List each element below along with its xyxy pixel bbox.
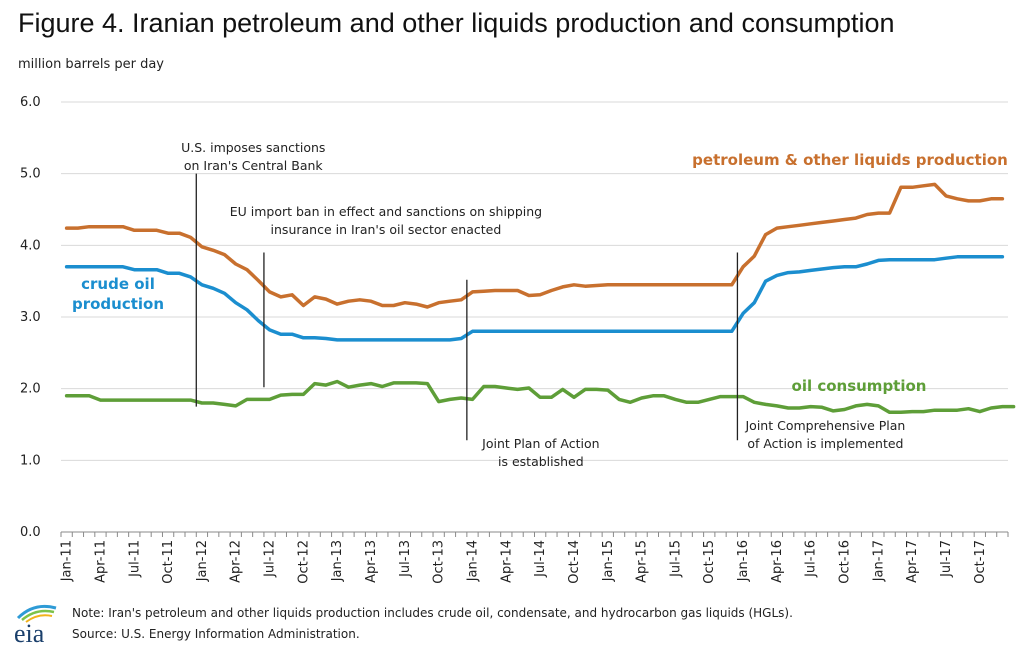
series-line bbox=[64, 255, 1005, 342]
chart-source: Source: U.S. Energy Information Administ… bbox=[72, 627, 360, 641]
series-line bbox=[64, 379, 1016, 415]
series-label: oil consumption bbox=[792, 377, 927, 395]
gridlines bbox=[61, 101, 1008, 461]
annotation-text: on Iran's Central Bank bbox=[184, 158, 324, 173]
x-tick-label: Jul-14 bbox=[533, 540, 548, 578]
x-tick-label: Jan-14 bbox=[465, 540, 480, 582]
y-axis-units-label: million barrels per day bbox=[18, 57, 164, 72]
x-tick-label: Oct-11 bbox=[161, 540, 176, 584]
annotation-text: Joint Comprehensive Plan bbox=[745, 418, 906, 433]
x-tick-label: Jul-17 bbox=[939, 540, 954, 578]
x-tick-label: Apr-14 bbox=[499, 540, 514, 583]
chart-title: Figure 4. Iranian petroleum and other li… bbox=[18, 8, 895, 38]
y-tick-label: 0.0 bbox=[20, 525, 41, 540]
axes: 0.0 1.0 2.0 3.0 4.0 5.0 6.0 Jan-11 Apr-11 Jul-11 O… bbox=[20, 95, 1009, 584]
annotation-text: Joint Plan of Action bbox=[481, 436, 599, 451]
x-tick-label: Jan-15 bbox=[601, 540, 616, 582]
x-tick-label: Oct-12 bbox=[296, 540, 311, 584]
y-tick-label: 4.0 bbox=[20, 238, 41, 253]
x-tick-label: Jul-15 bbox=[668, 540, 683, 578]
y-tick-label: 6.0 bbox=[20, 95, 41, 110]
y-tick-label: 1.0 bbox=[20, 453, 41, 468]
x-tick-label: Oct-16 bbox=[838, 540, 853, 584]
annotations: U.S. imposes sanctions on Iran's Central … bbox=[181, 140, 905, 469]
chart-note: Note: Iran's petroleum and other liquids… bbox=[72, 606, 793, 620]
annotation-text: insurance in Iran's oil sector enacted bbox=[271, 222, 502, 237]
line-chart: 0.0 1.0 2.0 3.0 4.0 5.0 6.0 Jan-11 Apr-11 Jul-11 O… bbox=[20, 95, 1016, 584]
x-tick-label: Apr-11 bbox=[93, 540, 108, 583]
x-tick-label: Jan-13 bbox=[330, 540, 345, 582]
series-line bbox=[64, 182, 1005, 309]
x-tick-label: Jul-13 bbox=[398, 540, 413, 578]
series-lines bbox=[64, 182, 1016, 415]
x-tick-label: Jul-12 bbox=[263, 540, 278, 578]
series-labels: petroleum & other liquids production crud… bbox=[72, 151, 1008, 395]
x-tick-label: Jan-17 bbox=[871, 540, 886, 582]
y-tick-label: 5.0 bbox=[20, 167, 41, 182]
annotation-text: of Action is implemented bbox=[747, 436, 903, 451]
annotation-text: is established bbox=[498, 454, 584, 469]
x-tick-label: Jan-16 bbox=[736, 540, 751, 582]
y-tick-label: 3.0 bbox=[20, 310, 41, 325]
x-tick-label: Apr-16 bbox=[770, 540, 785, 583]
y-tick-label: 2.0 bbox=[20, 382, 41, 397]
series-label: crude oil bbox=[81, 275, 155, 293]
x-tick-label: Apr-12 bbox=[229, 540, 244, 583]
annotation-text: EU import ban in effect and sanctions on… bbox=[230, 204, 542, 219]
x-tick-label: Oct-13 bbox=[432, 540, 447, 584]
x-tick-label: Apr-17 bbox=[905, 540, 920, 583]
series-label: petroleum & other liquids production bbox=[692, 151, 1008, 169]
svg-text:eia: eia bbox=[14, 619, 45, 646]
x-tick-label: Jul-16 bbox=[804, 540, 819, 578]
x-tick-label: Oct-17 bbox=[973, 540, 988, 584]
annotation-text: U.S. imposes sanctions bbox=[181, 140, 325, 155]
x-tick-label: Apr-13 bbox=[364, 540, 379, 583]
x-tick-label: Oct-14 bbox=[567, 540, 582, 584]
x-tick-label: Jul-11 bbox=[127, 540, 142, 578]
eia-logo: eia bbox=[14, 604, 57, 646]
x-tick-label: Jan-12 bbox=[195, 540, 210, 582]
x-tick-label: Jan-11 bbox=[60, 540, 75, 582]
x-tick-label: Oct-15 bbox=[702, 540, 717, 584]
series-label: production bbox=[72, 295, 164, 313]
x-tick-label: Apr-15 bbox=[635, 540, 650, 583]
